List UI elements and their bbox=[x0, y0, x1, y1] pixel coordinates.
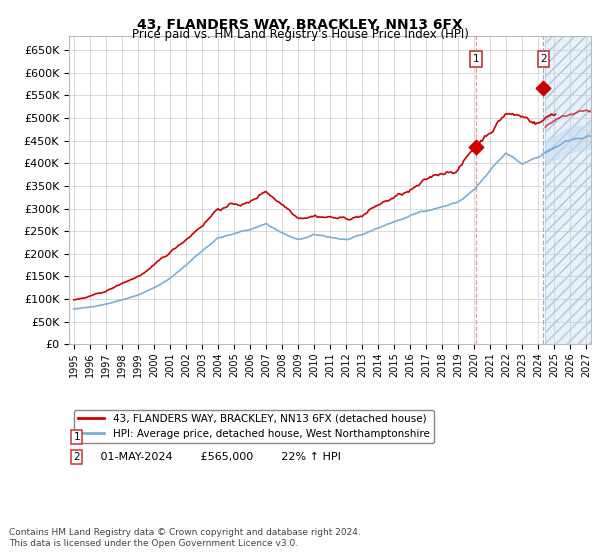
Bar bbox=[545, 36, 591, 344]
Point bbox=[471, 143, 481, 152]
Text: 1: 1 bbox=[473, 54, 479, 64]
Text: Price paid vs. HM Land Registry's House Price Index (HPI): Price paid vs. HM Land Registry's House … bbox=[131, 28, 469, 41]
Text: 1: 1 bbox=[74, 432, 80, 442]
Legend: 43, FLANDERS WAY, BRACKLEY, NN13 6FX (detached house), HPI: Average price, detac: 43, FLANDERS WAY, BRACKLEY, NN13 6FX (de… bbox=[74, 410, 434, 443]
Text: 2: 2 bbox=[540, 54, 547, 64]
Text: 2: 2 bbox=[74, 452, 80, 462]
Point bbox=[539, 84, 548, 93]
Bar bbox=[545, 36, 591, 344]
Text: Contains HM Land Registry data © Crown copyright and database right 2024.
This d: Contains HM Land Registry data © Crown c… bbox=[9, 528, 361, 548]
Text: 14-FEB-2020        £434,950        13% ↑ HPI: 14-FEB-2020 £434,950 13% ↑ HPI bbox=[90, 432, 340, 442]
Text: 43, FLANDERS WAY, BRACKLEY, NN13 6FX: 43, FLANDERS WAY, BRACKLEY, NN13 6FX bbox=[137, 18, 463, 32]
Text: 01-MAY-2024        £565,000        22% ↑ HPI: 01-MAY-2024 £565,000 22% ↑ HPI bbox=[90, 452, 341, 462]
